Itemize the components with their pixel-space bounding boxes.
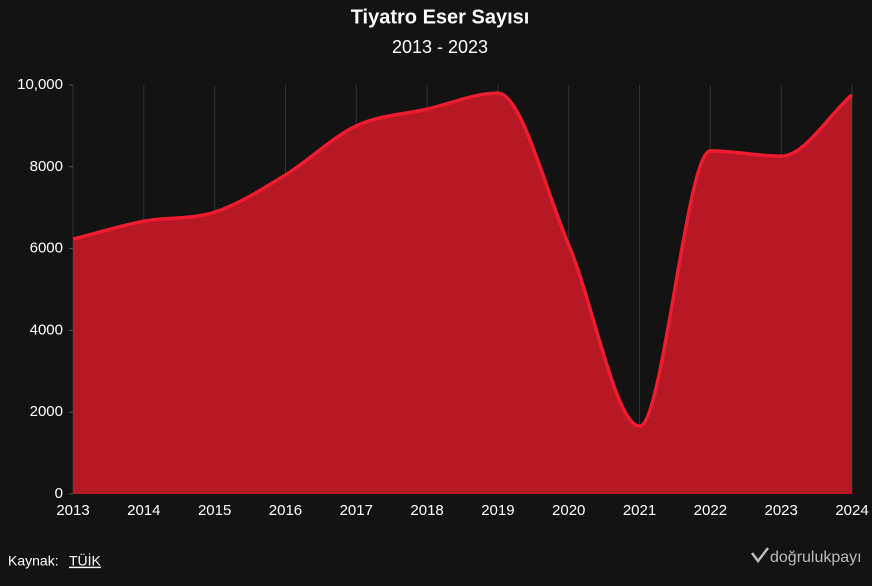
x-tick-label: 2016 xyxy=(269,502,302,519)
area xyxy=(73,93,852,495)
x-tick-label: 2015 xyxy=(198,502,231,519)
x-tick-label: 2018 xyxy=(410,502,443,519)
chart-title: Tiyatro Eser Sayısı xyxy=(351,6,530,28)
line xyxy=(72,91,854,428)
brand-icon xyxy=(751,547,769,564)
brand-name: doğrulukpayı xyxy=(770,549,862,566)
source-label: Kaynak: xyxy=(8,553,59,569)
x-tick-label: 2013 xyxy=(56,502,89,519)
source-link[interactable]: TÜİK xyxy=(69,552,102,569)
y-tick-label: 0 xyxy=(55,485,63,502)
y-tick-label: 8000 xyxy=(30,158,63,175)
y-tick-label: 6000 xyxy=(30,240,63,257)
y-tick-label: 10,000 xyxy=(17,76,63,93)
chart-subtitle: 2013 - 2023 xyxy=(392,37,488,57)
x-tick-label: 2022 xyxy=(694,502,727,519)
x-tick-label: 2021 xyxy=(623,502,656,519)
y-tick-label: 2000 xyxy=(30,403,63,420)
x-tick-label: 2024 xyxy=(835,502,868,519)
x-tick-label: 2019 xyxy=(481,502,514,519)
y-tick-label: 4000 xyxy=(30,321,63,338)
x-tick-label: 2023 xyxy=(764,502,797,519)
x-tick-label: 2014 xyxy=(127,502,160,519)
x-tick-label: 2017 xyxy=(340,502,373,519)
brand-logo: doğrulukpayı xyxy=(751,547,862,566)
x-tick-label: 2020 xyxy=(552,502,585,519)
